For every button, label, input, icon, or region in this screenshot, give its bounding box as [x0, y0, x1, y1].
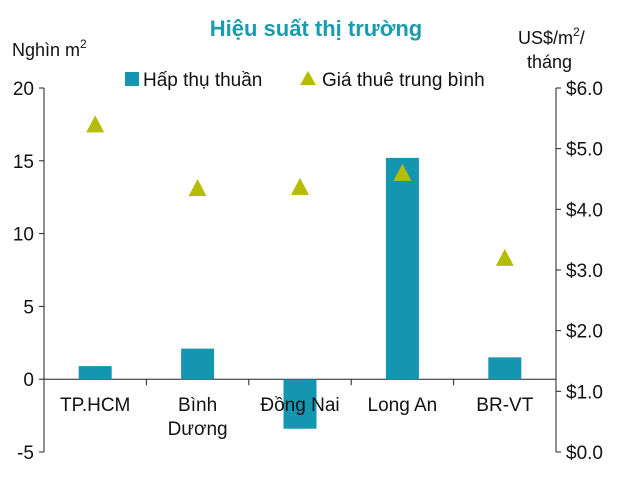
legend-label-bar: Hấp thụ thuần — [143, 70, 262, 91]
triangle-0 — [86, 115, 105, 133]
triangle-3 — [393, 163, 412, 181]
category-label: Bình — [178, 395, 217, 416]
right-axis-unit-line2: tháng — [527, 52, 572, 72]
right-axis-tick-label: $1.0 — [566, 382, 603, 403]
chart-title: Hiệu suất thị trường — [210, 16, 422, 41]
category-label: Đồng Nai — [260, 395, 339, 416]
left-axis-tick-label: 20 — [13, 79, 34, 100]
category-label: Dương — [168, 419, 228, 440]
right-axis-unit-line1: US$/m2/ — [518, 25, 585, 48]
bar-1 — [181, 348, 215, 380]
legend-swatch-triangle — [300, 71, 316, 85]
triangle-2 — [291, 177, 309, 195]
legend-swatch-bar — [125, 72, 139, 86]
bar-3 — [385, 157, 419, 380]
plot-area: -5 0 5 10 15 20 $0.0 $1.0 $2.0 $3.0 $4.0 $5.0 $6.0 TP… — [13, 79, 603, 464]
left-axis-unit: Nghìn m2 — [12, 37, 87, 60]
legend: Hấp thụ thuần Giá thuê trung bình — [125, 70, 485, 91]
right-axis-tick-label: $4.0 — [566, 200, 603, 221]
left-axis-tick-label: -5 — [17, 443, 34, 464]
bar-0 — [78, 366, 112, 380]
triangle-1 — [188, 179, 207, 197]
category-label: TP.HCM — [60, 395, 130, 416]
right-axis-tick-label: $2.0 — [566, 322, 603, 343]
bar-4 — [488, 357, 522, 380]
legend-label-triangle: Giá thuê trung bình — [322, 70, 485, 91]
left-axis-tick-label: 5 — [23, 297, 34, 318]
category-label: Long An — [368, 395, 438, 416]
left-axis-tick-label: 15 — [13, 152, 34, 173]
right-axis-tick-label: $5.0 — [566, 140, 603, 161]
right-axis-tick-label: $0.0 — [566, 443, 603, 464]
category-label: BR-VT — [476, 395, 533, 416]
left-axis-tick-label: 10 — [13, 225, 34, 246]
bar-2 — [283, 379, 317, 429]
triangle-4 — [495, 248, 514, 266]
left-axis-tick-label: 0 — [23, 370, 34, 391]
right-axis-tick-label: $6.0 — [566, 79, 603, 100]
right-axis-tick-label: $3.0 — [566, 261, 603, 282]
